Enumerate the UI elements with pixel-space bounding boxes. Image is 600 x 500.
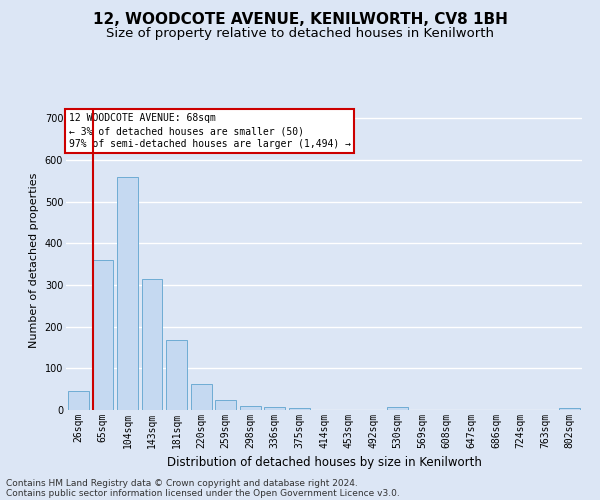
- Text: Contains HM Land Registry data © Crown copyright and database right 2024.: Contains HM Land Registry data © Crown c…: [6, 478, 358, 488]
- Text: Size of property relative to detached houses in Kenilworth: Size of property relative to detached ho…: [106, 28, 494, 40]
- Bar: [289, 408, 310, 410]
- Bar: [387, 407, 408, 410]
- Bar: [68, 391, 89, 410]
- Text: 12 WOODCOTE AVENUE: 68sqm
← 3% of detached houses are smaller (50)
97% of semi-d: 12 WOODCOTE AVENUE: 68sqm ← 3% of detach…: [68, 113, 350, 150]
- Bar: [142, 279, 163, 410]
- Bar: [265, 407, 286, 410]
- Bar: [559, 408, 580, 410]
- Bar: [240, 406, 261, 410]
- Text: 12, WOODCOTE AVENUE, KENILWORTH, CV8 1BH: 12, WOODCOTE AVENUE, KENILWORTH, CV8 1BH: [92, 12, 508, 28]
- Text: Contains public sector information licensed under the Open Government Licence v3: Contains public sector information licen…: [6, 488, 400, 498]
- Y-axis label: Number of detached properties: Number of detached properties: [29, 172, 39, 348]
- Bar: [166, 340, 187, 410]
- Bar: [117, 176, 138, 410]
- Bar: [92, 260, 113, 410]
- Bar: [191, 384, 212, 410]
- Bar: [215, 400, 236, 410]
- X-axis label: Distribution of detached houses by size in Kenilworth: Distribution of detached houses by size …: [167, 456, 481, 469]
